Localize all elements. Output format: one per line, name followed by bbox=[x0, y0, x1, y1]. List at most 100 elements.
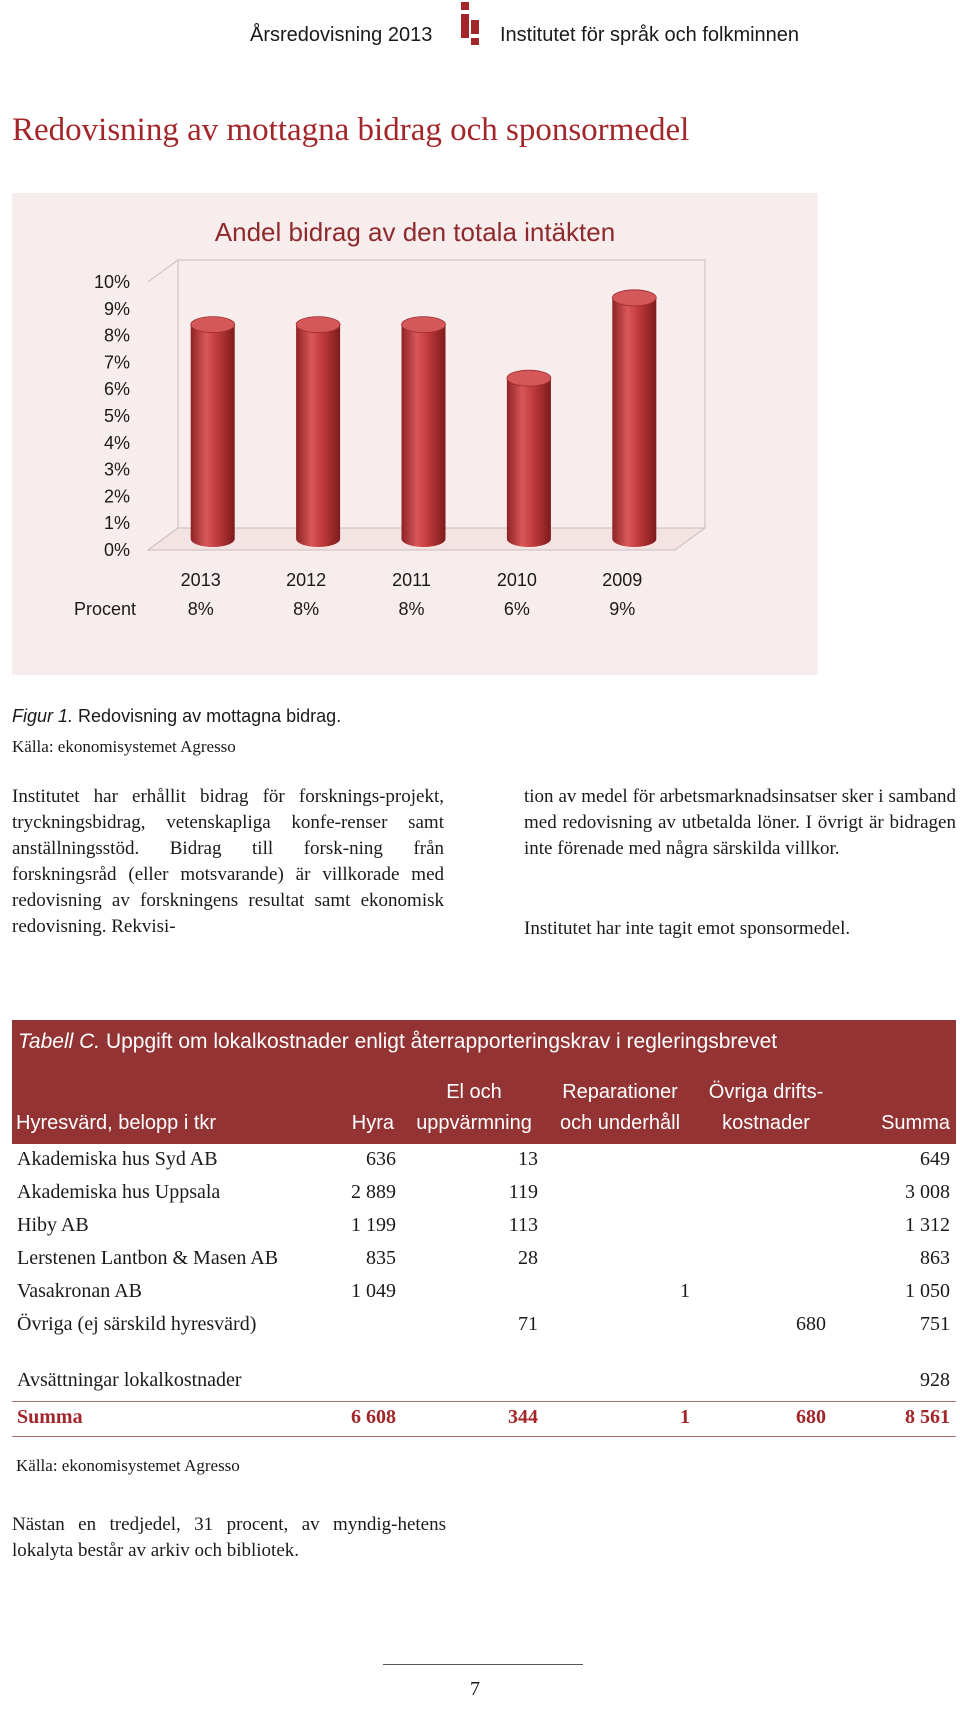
table-row: Akademiska hus Syd AB 636 13 649 bbox=[12, 1144, 956, 1177]
cell-el: 344 bbox=[508, 1406, 538, 1428]
col-header-name: Hyresvärd, belopp i tkr bbox=[16, 1112, 217, 1134]
chart-back-wall bbox=[178, 259, 706, 528]
figure-caption-prefix: Figur 1. bbox=[12, 706, 74, 726]
y-tick-label: 6% bbox=[104, 379, 130, 399]
table-row: Vasakronan AB 1 049 1 1 050 bbox=[12, 1276, 956, 1309]
isof-logo-icon bbox=[461, 2, 479, 45]
table-caption-text: Uppgift om lokalkostnader enligt återrap… bbox=[100, 1030, 778, 1053]
bar-chart: 10% 9% 8% 7% 6% 5% 4% 3% 2% 1% 0% 2013 2012 2011 2010… bbox=[74, 259, 707, 619]
cell-hyra: 6 608 bbox=[351, 1406, 396, 1428]
row-name: Akademiska hus Syd AB bbox=[17, 1148, 218, 1170]
bar-body bbox=[190, 324, 235, 547]
header-document-title: Årsredovisning 2013 bbox=[250, 24, 433, 46]
cell-hyra: 835 bbox=[366, 1247, 396, 1269]
x-tick-label: 2012 bbox=[286, 570, 326, 590]
cell-rep: 1 bbox=[680, 1280, 690, 1302]
cell-ovr: 680 bbox=[796, 1313, 826, 1335]
y-tick-label: 1% bbox=[104, 513, 130, 533]
data-label: 6% bbox=[504, 599, 530, 619]
y-tick-label: 5% bbox=[104, 406, 130, 426]
bar-body bbox=[296, 324, 341, 547]
bar bbox=[401, 316, 446, 547]
cell-el: 113 bbox=[508, 1214, 538, 1236]
row-name: Vasakronan AB bbox=[17, 1280, 142, 1302]
cell-ovr: 680 bbox=[796, 1406, 826, 1428]
col-header-ovr-line2: kostnader bbox=[722, 1112, 810, 1134]
y-tick-label: 3% bbox=[104, 460, 130, 480]
footer-divider bbox=[383, 1664, 583, 1665]
row-name: Hiby AB bbox=[17, 1214, 89, 1236]
x-tick-label: 2011 bbox=[392, 570, 431, 590]
cell-hyra: 636 bbox=[366, 1148, 396, 1170]
x-tick-label: 2009 bbox=[602, 570, 642, 590]
table-row-avsattning: Avsättningar lokalkostnader 928 bbox=[12, 1365, 956, 1398]
cell-summa: 1 050 bbox=[905, 1280, 950, 1302]
row-name: Avsättningar lokalkostnader bbox=[17, 1369, 242, 1391]
y-axis-ticks: 10% 9% 8% 7% 6% 5% 4% 3% 2% 1% 0% bbox=[94, 272, 130, 560]
cell-hyra: 2 889 bbox=[351, 1181, 396, 1203]
cell-summa: 1 312 bbox=[905, 1214, 950, 1236]
bar bbox=[190, 316, 236, 547]
bar-body bbox=[612, 297, 657, 547]
table-row: Övriga (ej särskild hyresvärd) 71 680 75… bbox=[12, 1309, 956, 1342]
cell-hyra: 1 049 bbox=[351, 1280, 396, 1302]
bar-top bbox=[295, 316, 341, 334]
figure-caption-text: Redovisning av mottagna bidrag. bbox=[73, 706, 342, 726]
body-paragraph-right: tion av medel för arbetsmarknadsinsatser… bbox=[524, 786, 956, 859]
bar-body bbox=[506, 378, 551, 547]
data-label: 8% bbox=[188, 599, 214, 619]
chart-data-table: 8% 8% 8% 6% 9% Procent bbox=[74, 599, 635, 619]
data-label: 9% bbox=[609, 599, 635, 619]
bar-top bbox=[190, 316, 236, 334]
cell-summa: 3 008 bbox=[905, 1181, 950, 1203]
cell-el: 28 bbox=[518, 1247, 538, 1269]
bar bbox=[611, 289, 657, 547]
cell-summa: 928 bbox=[920, 1369, 950, 1391]
table-row: Hiby AB 1 199 113 1 312 bbox=[12, 1210, 956, 1243]
x-tick-label: 2010 bbox=[497, 570, 537, 590]
body-paragraph-sponsor: Institutet har inte tagit emot sponsorme… bbox=[524, 918, 851, 939]
col-header-el-line2: uppvärmning bbox=[416, 1112, 532, 1134]
bar bbox=[295, 316, 341, 547]
table-header: Tabell C. Uppgift om lokalkostnader enli… bbox=[12, 1020, 956, 1144]
y-tick-label: 2% bbox=[104, 486, 130, 506]
figure-caption: Figur 1. Redovisning av mottagna bidrag. bbox=[12, 706, 341, 727]
data-label: 8% bbox=[398, 599, 424, 619]
table-row: Lerstenen Lantbon & Masen AB 835 28 863 bbox=[12, 1243, 956, 1276]
bar-top bbox=[611, 289, 657, 307]
cell-el: 13 bbox=[518, 1148, 538, 1170]
cell-rep: 1 bbox=[680, 1406, 690, 1428]
bar bbox=[506, 369, 552, 547]
y-tick-label: 7% bbox=[104, 352, 130, 372]
y-tick-label: 9% bbox=[104, 299, 130, 319]
row-name: Lerstenen Lantbon & Masen AB bbox=[17, 1247, 279, 1269]
bar-top bbox=[506, 369, 552, 387]
y-tick-label: 4% bbox=[104, 433, 130, 453]
col-header-el-line1: El och bbox=[446, 1081, 502, 1103]
body-paragraph-left: Institutet har erhållit bidrag för forsk… bbox=[12, 786, 444, 937]
row-name: Övriga (ej särskild hyresvärd) bbox=[17, 1313, 257, 1335]
cell-summa: 8 561 bbox=[905, 1406, 950, 1428]
cell-hyra: 1 199 bbox=[351, 1214, 396, 1236]
table-caption: Tabell C. Uppgift om lokalkostnader enli… bbox=[18, 1030, 777, 1054]
cell-el: 71 bbox=[518, 1313, 538, 1335]
y-tick-label: 8% bbox=[104, 326, 130, 346]
data-table-row-label: Procent bbox=[74, 599, 136, 619]
chart-bars bbox=[190, 289, 657, 547]
table-caption-prefix: Tabell C. bbox=[18, 1030, 101, 1053]
x-axis-labels: 2013 2012 2011 2010 2009 bbox=[181, 570, 643, 590]
page-title: Redovisning av mottagna bidrag och spons… bbox=[12, 112, 690, 148]
table-row: Akademiska hus Uppsala 2 889 119 3 008 bbox=[12, 1177, 956, 1210]
chart-title: Andel bidrag av den totala intäkten bbox=[214, 217, 616, 247]
table-source: Källa: ekonomisystemet Agresso bbox=[16, 1456, 240, 1475]
y-tick-label: 10% bbox=[94, 272, 130, 292]
y-tick-label: 0% bbox=[104, 540, 130, 560]
table-row-total: Summa 6 608 344 1 680 8 561 bbox=[12, 1401, 956, 1437]
chart-panel: Andel bidrag av den totala intäkten 10% 9… bbox=[12, 193, 818, 675]
figure-source: Källa: ekonomisystemet Agresso bbox=[12, 737, 236, 756]
header-organization: Institutet för språk och folkminnen bbox=[500, 24, 800, 46]
cell-el: 119 bbox=[508, 1181, 538, 1203]
col-header-hyra: Hyra bbox=[351, 1112, 394, 1134]
bar-body bbox=[401, 324, 446, 547]
col-header-rep-line2: och underhåll bbox=[559, 1112, 681, 1134]
